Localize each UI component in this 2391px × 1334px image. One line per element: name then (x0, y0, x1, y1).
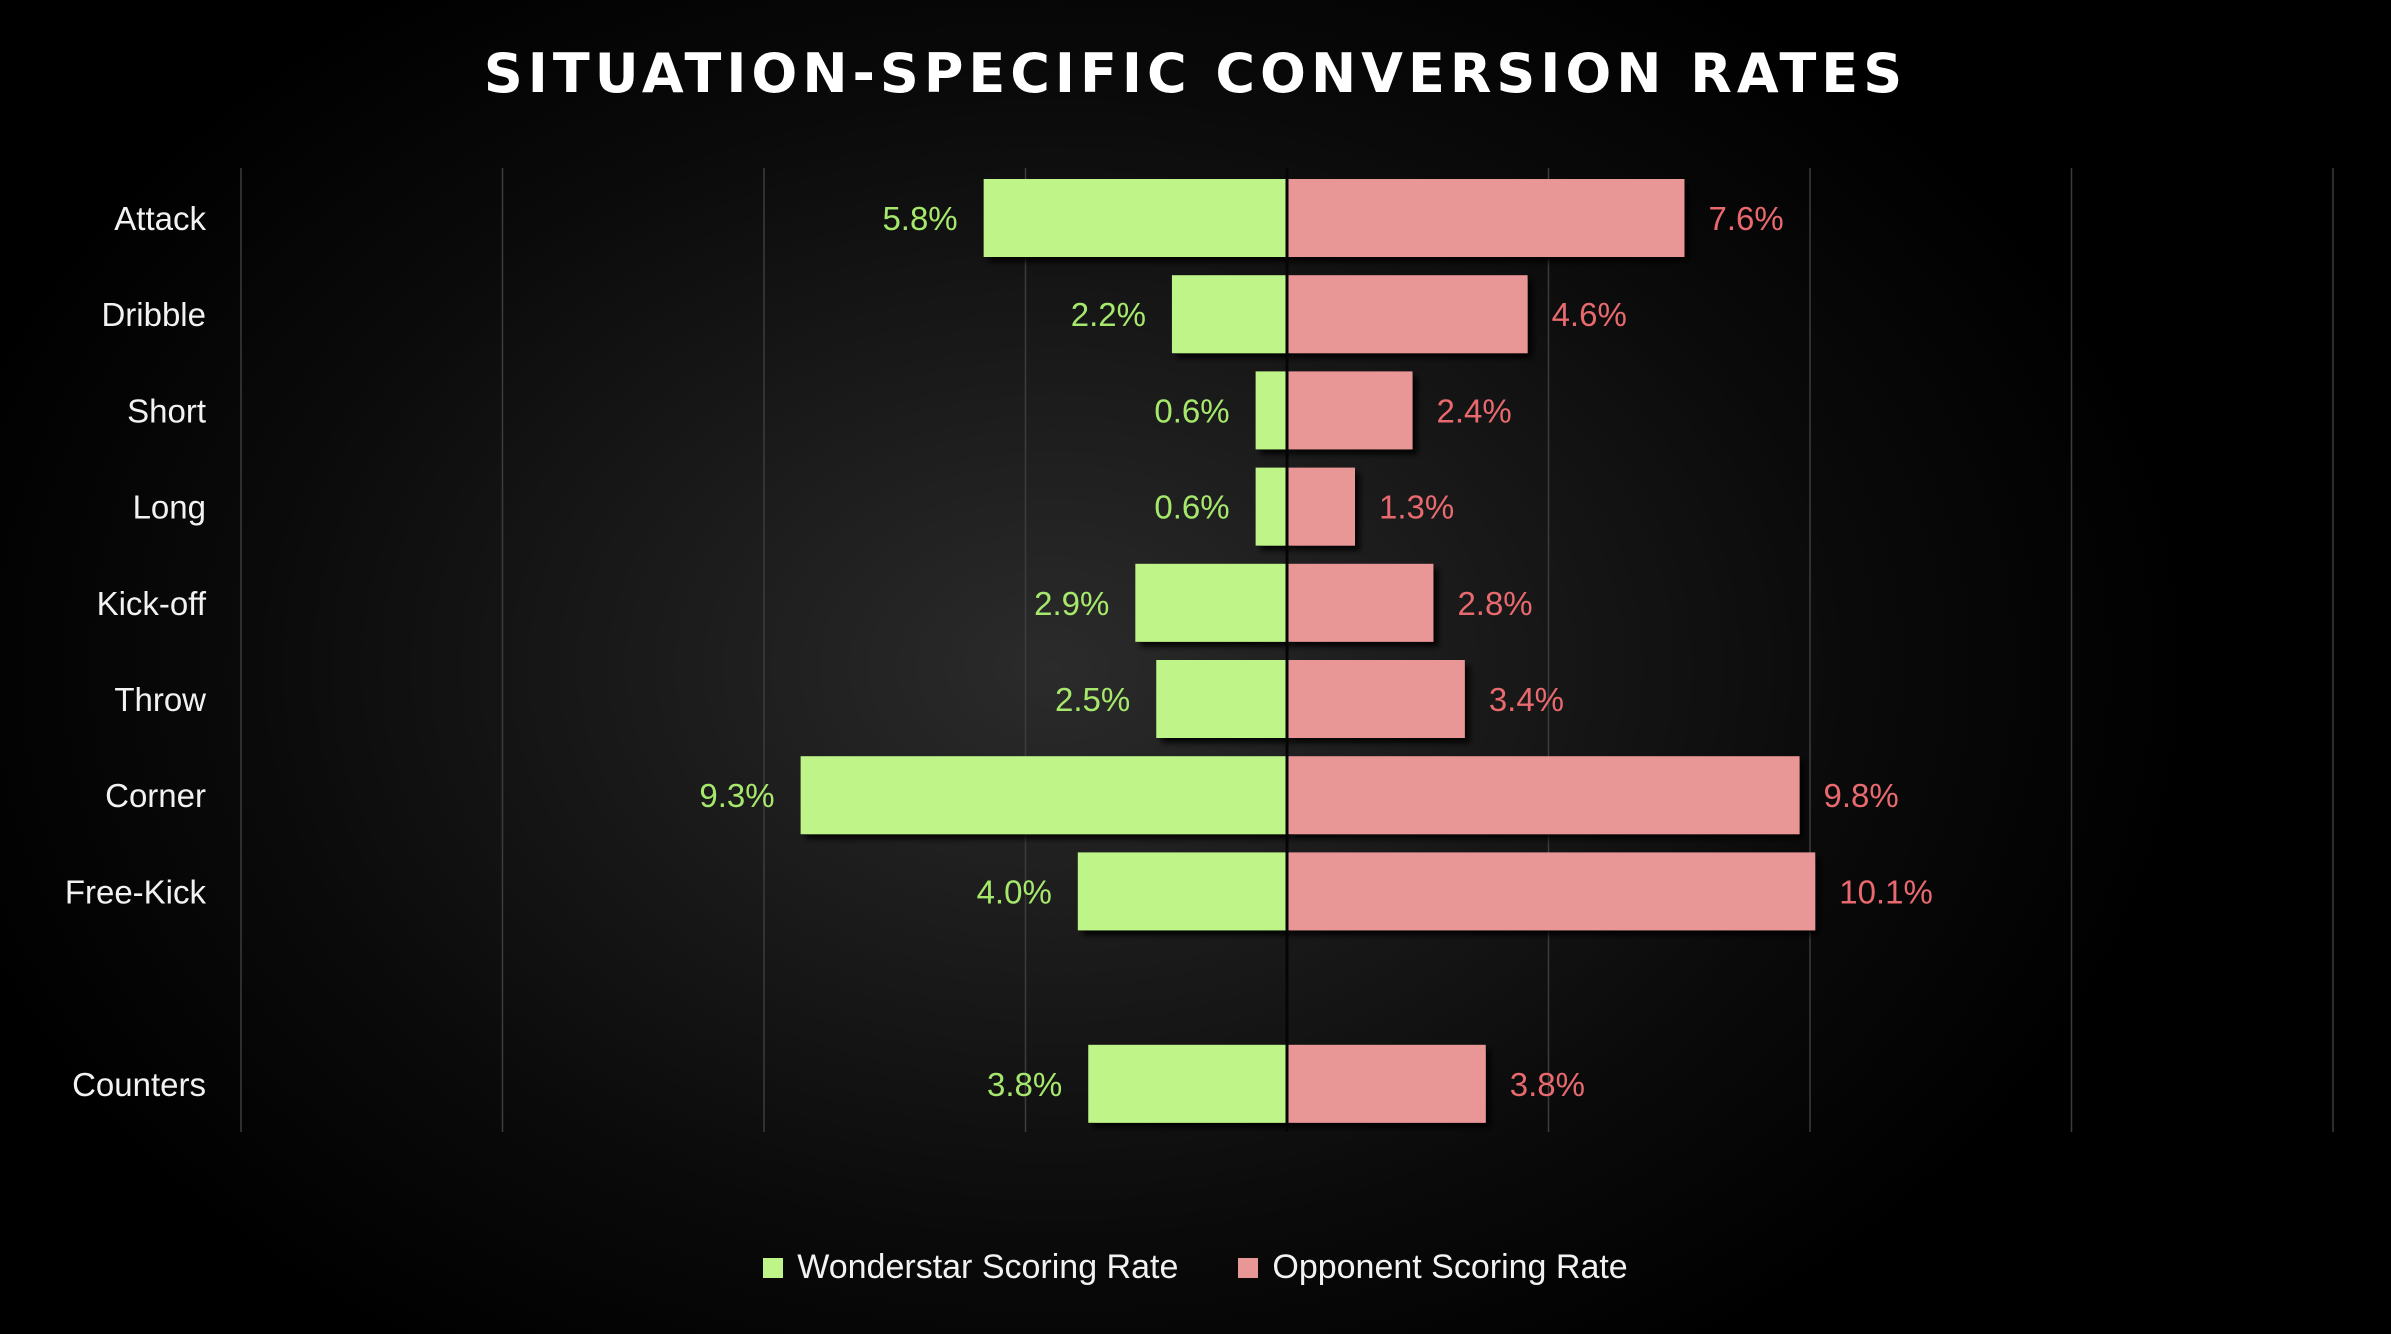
bar-wonderstar-short (1255, 371, 1287, 450)
bar-wonderstar-kick-off (1135, 563, 1287, 642)
category-label-short: Short (127, 392, 206, 429)
bar-opponent-short (1287, 371, 1413, 450)
data-label-wonderstar-dribble: 2.2% (1071, 296, 1146, 333)
category-label-counters: Counters (72, 1066, 206, 1103)
data-label-wonderstar-free-kick: 4.0% (977, 873, 1052, 910)
category-label-dribble: Dribble (101, 296, 206, 333)
labels: Attack 5.8% 7.6% Dribble 2.2% 4.6% Short 0.6% 2.… (65, 200, 1933, 1103)
category-label-throw: Throw (114, 681, 206, 718)
data-label-wonderstar-short: 0.6% (1154, 392, 1229, 429)
data-label-opponent-short: 2.4% (1437, 392, 1512, 429)
bar-opponent-throw (1287, 660, 1465, 738)
data-label-opponent-attack: 7.6% (1708, 200, 1783, 237)
legend-swatch-opponent (1238, 1257, 1259, 1278)
bar-opponent-dribble (1287, 275, 1528, 354)
bar-opponent-free-kick (1287, 852, 1816, 931)
bar-wonderstar-long (1255, 467, 1287, 546)
data-label-wonderstar-long: 0.6% (1154, 489, 1229, 526)
legend-label-opponent: Opponent Scoring Rate (1272, 1248, 1628, 1286)
bar-opponent-corner (1287, 756, 1800, 835)
data-label-wonderstar-attack: 5.8% (882, 200, 957, 237)
data-label-opponent-kick-off: 2.8% (1457, 585, 1532, 622)
bar-wonderstar-attack (983, 179, 1287, 257)
data-label-opponent-long: 1.3% (1379, 489, 1454, 526)
gridlines (240, 168, 2334, 1132)
category-label-corner: Corner (105, 777, 206, 814)
bar-wonderstar-free-kick (1077, 852, 1287, 931)
data-label-opponent-throw: 3.4% (1489, 681, 1564, 718)
bar-opponent-attack (1287, 179, 1685, 257)
bar-opponent-kick-off (1287, 563, 1434, 642)
bar-wonderstar-throw (1156, 660, 1287, 738)
category-label-free-kick: Free-Kick (65, 873, 207, 910)
legend: Wonderstar Scoring Rate Opponent Scoring… (0, 1248, 2391, 1287)
chart-title: SITUATION-SPECIFIC CONVERSION RATES (483, 42, 1908, 105)
bar-wonderstar-corner (800, 756, 1287, 835)
data-label-opponent-dribble: 4.6% (1552, 296, 1627, 333)
bar-opponent-counters (1287, 1044, 1486, 1123)
bars (800, 168, 1816, 1132)
category-label-kick-off: Kick-off (97, 585, 207, 622)
legend-item-wonderstar: Wonderstar Scoring Rate (763, 1248, 1178, 1287)
data-label-wonderstar-counters: 3.8% (987, 1066, 1062, 1103)
category-label-attack: Attack (114, 200, 206, 237)
bar-wonderstar-dribble (1171, 275, 1287, 354)
bar-opponent-long (1287, 467, 1355, 546)
legend-label-wonderstar: Wonderstar Scoring Rate (797, 1248, 1179, 1286)
data-label-wonderstar-throw: 2.5% (1055, 681, 1130, 718)
legend-swatch-wonderstar (763, 1257, 784, 1278)
data-label-opponent-free-kick: 10.1% (1839, 873, 1933, 910)
category-label-long: Long (133, 489, 206, 526)
bar-wonderstar-counters (1088, 1044, 1287, 1123)
data-label-wonderstar-kick-off: 2.9% (1034, 585, 1109, 622)
data-label-wonderstar-corner: 9.3% (699, 777, 774, 814)
legend-item-opponent: Opponent Scoring Rate (1238, 1248, 1628, 1287)
data-label-opponent-counters: 3.8% (1510, 1066, 1585, 1103)
data-label-opponent-corner: 9.8% (1824, 777, 1899, 814)
